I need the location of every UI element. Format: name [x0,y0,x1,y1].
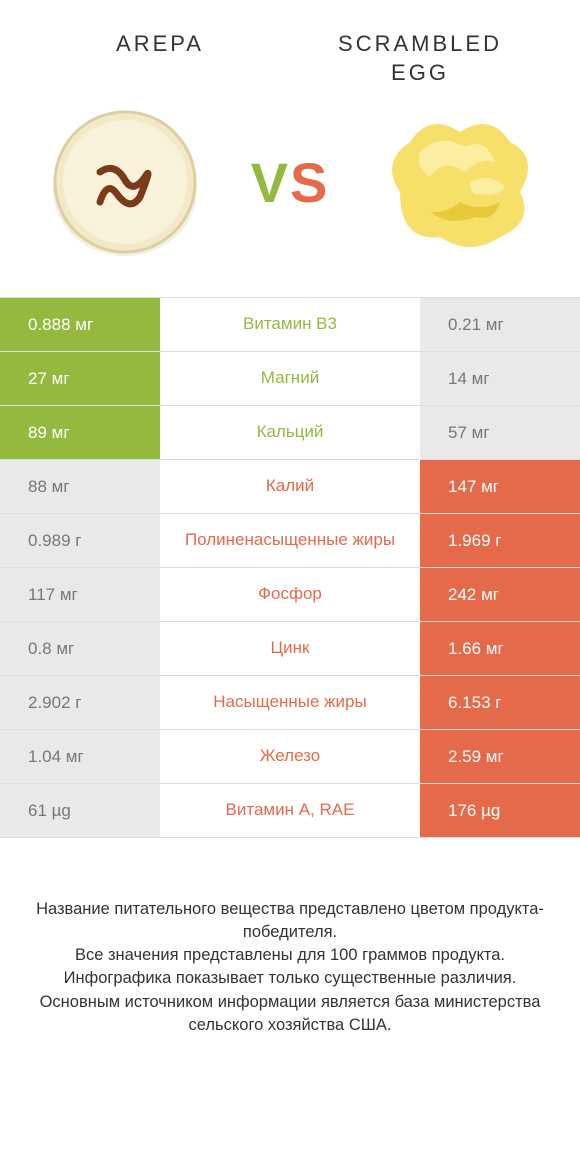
right-value: 14 мг [420,352,580,405]
nutrient-name: Витамин A, RAE [160,784,420,837]
right-value: 6.153 г [420,676,580,729]
left-value: 2.902 г [0,676,160,729]
table-row: 117 мгФосфор242 мг [0,568,580,622]
vs-row: VS [0,97,580,297]
footer-line-1: Название питательного вещества представл… [30,898,550,944]
right-value: 0.21 мг [420,298,580,351]
footer-line-3: Инфографика показывает только существенн… [30,967,550,990]
right-value: 57 мг [420,406,580,459]
footer-line-2: Все значения представлены для 100 граммо… [30,944,550,967]
nutrient-name: Железо [160,730,420,783]
right-value: 2.59 мг [420,730,580,783]
nutrient-name: Цинк [160,622,420,675]
table-row: 27 мгМагний14 мг [0,352,580,406]
table-row: 88 мгКалий147 мг [0,460,580,514]
arepa-icon [45,102,205,262]
left-value: 0.888 мг [0,298,160,351]
scrambled-egg-icon [370,102,540,262]
nutrient-name: Витамин B3 [160,298,420,351]
left-food-title: Arepa [60,30,260,87]
nutrient-name: Полиненасыщенные жиры [160,514,420,567]
left-value: 27 мг [0,352,160,405]
table-row: 0.8 мгЦинк1.66 мг [0,622,580,676]
left-value: 117 мг [0,568,160,621]
vs-v: V [251,151,290,214]
table-row: 0.888 мгВитамин B30.21 мг [0,298,580,352]
table-row: 61 µgВитамин A, RAE176 µg [0,784,580,838]
footer-note: Название питательного вещества представл… [0,838,580,1037]
left-value: 0.8 мг [0,622,160,675]
table-row: 0.989 гПолиненасыщенные жиры1.969 г [0,514,580,568]
nutrient-name: Насыщенные жиры [160,676,420,729]
nutrient-name: Фосфор [160,568,420,621]
left-value: 89 мг [0,406,160,459]
right-food-title: Scrambled egg [320,30,520,87]
right-value: 1.969 г [420,514,580,567]
nutrient-name: Магний [160,352,420,405]
right-value: 147 мг [420,460,580,513]
left-value: 88 мг [0,460,160,513]
right-value: 242 мг [420,568,580,621]
left-value: 61 µg [0,784,160,837]
right-food-image [370,97,540,267]
right-value: 176 µg [420,784,580,837]
left-value: 1.04 мг [0,730,160,783]
left-value: 0.989 г [0,514,160,567]
table-row: 89 мгКальций57 мг [0,406,580,460]
table-row: 1.04 мгЖелезо2.59 мг [0,730,580,784]
header: Arepa Scrambled egg [0,0,580,97]
left-food-image [40,97,210,267]
table-row: 2.902 гНасыщенные жиры6.153 г [0,676,580,730]
vs-label: VS [251,150,330,215]
nutrient-name: Калий [160,460,420,513]
footer-line-4: Основным источником информации является … [30,991,550,1037]
vs-s: S [290,151,329,214]
comparison-table: 0.888 мгВитамин B30.21 мг27 мгМагний14 м… [0,297,580,838]
right-value: 1.66 мг [420,622,580,675]
nutrient-name: Кальций [160,406,420,459]
